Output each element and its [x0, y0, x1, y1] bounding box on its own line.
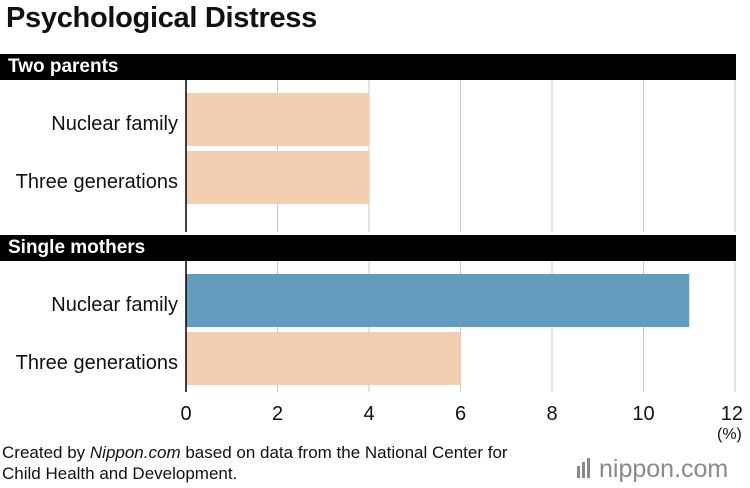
x-tick-label: 6: [455, 403, 466, 425]
credit-suffix: based on data from the National Center f…: [2, 443, 508, 483]
category-label: Three generations: [15, 171, 178, 193]
x-tick-label: 0: [180, 403, 191, 425]
source-credit: Created by Nippon.com based on data from…: [2, 442, 522, 484]
logo-tld: .com: [674, 455, 729, 483]
x-axis-unit: (%): [717, 426, 742, 443]
x-tick-label: 4: [363, 403, 374, 425]
bar: [186, 151, 369, 204]
group-label: Single mothers: [8, 237, 146, 258]
category-label: Nuclear family: [51, 294, 178, 316]
chart-title: Psychological Distress: [6, 2, 317, 34]
bar: [186, 93, 369, 146]
x-tick-label: 10: [632, 403, 654, 425]
credit-source: Nippon.com: [89, 443, 181, 462]
bar: [186, 332, 461, 385]
logo-bars-icon: [577, 457, 595, 480]
group-header-single-mothers: Single mothers: [0, 235, 736, 261]
x-tick-label: 2: [272, 403, 283, 425]
category-label: Three generations: [15, 352, 178, 374]
x-tick-label: 8: [546, 403, 557, 425]
credit-prefix: Created by: [2, 443, 90, 462]
group-label: Two parents: [8, 56, 119, 77]
category-label: Nuclear family: [51, 113, 178, 135]
chart-plot: 0 2 4 6 8 10 12: [180, 80, 743, 425]
logo-text: nippon: [599, 455, 675, 483]
bar: [186, 274, 690, 327]
x-tick-label: 12: [721, 403, 743, 425]
group-header-two-parents: Two parents: [0, 54, 736, 80]
nippon-logo: nippon .com: [577, 455, 728, 484]
